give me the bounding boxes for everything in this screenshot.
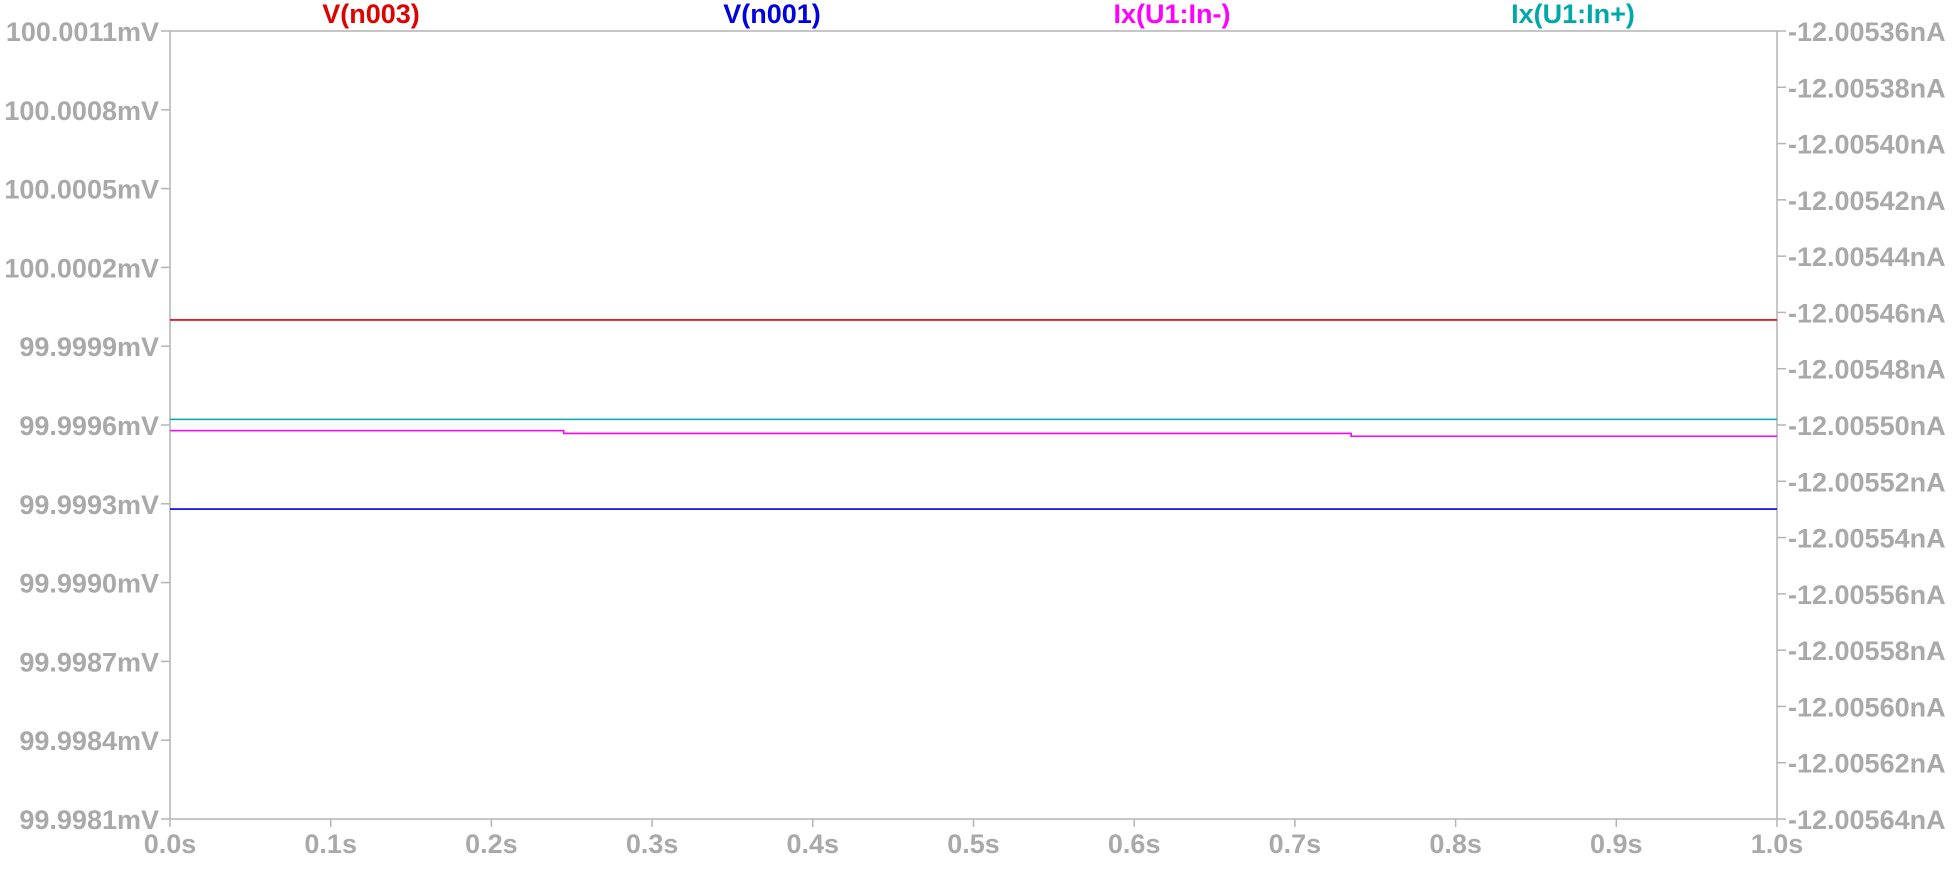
y-left-tick-label: 99.9993mV	[19, 490, 159, 520]
y-right-tick-label: -12.00540nA	[1788, 130, 1946, 160]
y-right-tick-label: -12.00552nA	[1788, 467, 1946, 497]
x-tick-label: 0.3s	[626, 829, 679, 859]
y-left-tick-label: 100.0011mV	[6, 17, 159, 47]
y-right-tick-label: -12.00562nA	[1788, 749, 1946, 779]
x-tick-label: 0.0s	[144, 829, 197, 859]
series-layer	[170, 319, 1777, 510]
x-tick-label: 0.6s	[1108, 829, 1161, 859]
y-right-tick-label: -12.00548nA	[1788, 355, 1946, 385]
x-tick-label: 0.5s	[947, 829, 1000, 859]
y-left-tick-label: 99.9999mV	[19, 332, 159, 362]
plot-area	[169, 30, 1778, 820]
legend-label-0[interactable]: V(n003)	[322, 0, 420, 29]
x-tick-label: 1.0s	[1751, 829, 1804, 859]
legend-label-2[interactable]: Ix(U1:In-)	[1114, 0, 1231, 29]
y-right-tick-label: -12.00564nA	[1788, 805, 1946, 835]
y-right-tick-label: -12.00554nA	[1788, 524, 1946, 554]
y-right-tick-label: -12.00538nA	[1788, 73, 1946, 103]
y-right-tick-label: -12.00546nA	[1788, 298, 1946, 328]
y-right-tick-label: -12.00558nA	[1788, 636, 1946, 666]
y-left-tick-label: 99.9990mV	[19, 569, 159, 599]
y-axis-right: -12.00536nA -12.00538nA -12.00540nA -12.005…	[1777, 17, 1946, 835]
y-left-tick-label: 100.0008mV	[4, 96, 159, 126]
y-left-tick-label: 99.9996mV	[19, 411, 159, 441]
y-right-tick-label: -12.00544nA	[1788, 242, 1946, 272]
y-axis-left: 100.0011mV 100.0008mV 100.0005mV 100.0002mV…	[4, 17, 170, 835]
x-axis: 0.0s 0.1s 0.2s 0.3s 0.4s 0.5s 0.6s 0.7s 0.8s 0.9s…	[144, 819, 1804, 859]
y-right-tick-label: -12.00556nA	[1788, 580, 1946, 610]
legend: V(n003) V(n001) Ix(U1:In-) Ix(U1:In+)	[322, 0, 1635, 29]
x-tick-label: 0.4s	[787, 829, 840, 859]
y-left-tick-label: 100.0002mV	[4, 253, 159, 283]
y-left-tick-label: 99.9984mV	[19, 726, 159, 756]
y-left-tick-label: 99.9987mV	[19, 647, 159, 677]
y-right-tick-label: -12.00536nA	[1788, 17, 1946, 47]
x-tick-label: 0.1s	[304, 829, 357, 859]
legend-label-3[interactable]: Ix(U1:In+)	[1511, 0, 1635, 29]
y-right-tick-label: -12.00542nA	[1788, 186, 1946, 216]
x-tick-label: 0.8s	[1429, 829, 1482, 859]
x-tick-label: 0.9s	[1590, 829, 1643, 859]
y-right-tick-label: -12.00560nA	[1788, 692, 1946, 722]
x-tick-label: 0.7s	[1269, 829, 1322, 859]
legend-label-1[interactable]: V(n001)	[723, 0, 821, 29]
y-right-tick-label: -12.00550nA	[1788, 411, 1946, 441]
y-left-tick-label: 99.9981mV	[19, 805, 159, 835]
y-left-tick-label: 100.0005mV	[4, 175, 159, 205]
series-line-2	[170, 429, 1777, 438]
x-tick-label: 0.2s	[465, 829, 518, 859]
